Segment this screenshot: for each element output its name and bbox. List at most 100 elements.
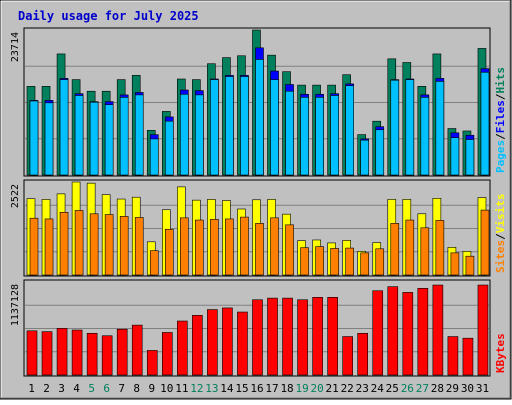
- bar-pages-8: [134, 94, 144, 176]
- x-tick-label-12: 12: [190, 382, 203, 395]
- legend-visits: Sites/Visits: [494, 194, 507, 274]
- legend-entry-files: Files: [494, 100, 507, 133]
- x-tick-label-9: 9: [148, 382, 155, 395]
- chart-title: Daily usage for July 2025: [18, 9, 199, 23]
- legend-entry-visits: Visits: [494, 194, 507, 234]
- bar-sites-11: [180, 217, 189, 276]
- x-tick-label-28: 28: [431, 382, 444, 395]
- bar-sites-30: [465, 255, 475, 276]
- legend-separator: /: [494, 93, 507, 100]
- bar-kbytes-12: [192, 314, 203, 376]
- bar-sites-22: [345, 247, 354, 276]
- bar-sites-25: [390, 223, 400, 276]
- bar-kbytes-31: [477, 284, 489, 376]
- bar-pages-23: [360, 139, 370, 176]
- bar-kbytes-27: [417, 288, 429, 376]
- legend-kbytes: KBytes: [494, 333, 507, 373]
- bar-kbytes-11: [177, 320, 188, 376]
- bar-sites-20: [315, 246, 324, 276]
- bar-pages-2: [44, 102, 54, 176]
- bar-pages-19: [300, 97, 309, 176]
- bar-sites-26: [405, 219, 415, 276]
- legend-separator: /: [494, 133, 507, 140]
- legend-entry-sites: Sites: [494, 240, 507, 273]
- bar-pages-26: [405, 79, 415, 176]
- bar-sites-16: [255, 223, 264, 276]
- bar-pages-16: [255, 59, 264, 176]
- x-tick-label-11: 11: [175, 382, 188, 395]
- bar-kbytes-7: [116, 328, 128, 376]
- bar-kbytes-20: [312, 297, 323, 376]
- x-tick-label-2: 2: [43, 382, 50, 395]
- bar-pages-12: [195, 94, 204, 176]
- ymax-label-kbytes: 1137128: [10, 284, 21, 326]
- bar-kbytes-16: [252, 299, 263, 376]
- bar-pages-22: [345, 85, 354, 176]
- x-tick-label-29: 29: [446, 382, 459, 395]
- x-tick-label-30: 30: [461, 382, 474, 395]
- bar-sites-7: [119, 216, 129, 276]
- bar-kbytes-18: [282, 297, 293, 376]
- bar-sites-12: [195, 219, 204, 276]
- bar-pages-18: [285, 90, 294, 176]
- bar-sites-19: [300, 247, 309, 276]
- legend-usage: Pages/Files/Hits: [494, 67, 507, 173]
- bar-sites-10: [164, 228, 174, 276]
- bar-pages-10: [164, 120, 174, 176]
- bar-pages-29: [450, 137, 460, 176]
- bar-kbytes-26: [402, 292, 414, 376]
- bar-sites-14: [225, 218, 234, 276]
- bar-kbytes-23: [357, 332, 369, 376]
- x-tick-label-25: 25: [386, 382, 399, 395]
- bar-pages-28: [435, 81, 445, 176]
- x-tick-label-18: 18: [280, 382, 293, 395]
- x-tick-label-20: 20: [311, 382, 324, 395]
- bar-kbytes-13: [207, 309, 218, 376]
- bar-pages-31: [480, 71, 490, 176]
- bar-pages-13: [210, 79, 219, 176]
- bar-pages-27: [420, 97, 430, 176]
- x-tick-label-5: 5: [88, 382, 95, 395]
- ymax-label-visits: 2522: [10, 184, 21, 208]
- bar-sites-17: [270, 217, 279, 276]
- bar-kbytes-4: [71, 329, 83, 376]
- bar-sites-21: [330, 248, 339, 276]
- bar-kbytes-22: [342, 336, 353, 376]
- x-tick-label-3: 3: [58, 382, 65, 395]
- x-tick-label-15: 15: [235, 382, 248, 395]
- bar-pages-7: [119, 97, 129, 176]
- bar-sites-8: [134, 217, 144, 276]
- bar-pages-20: [315, 97, 324, 176]
- x-tick-label-13: 13: [205, 382, 218, 395]
- bar-kbytes-15: [237, 311, 248, 376]
- bar-sites-28: [435, 220, 445, 276]
- bar-sites-3: [59, 212, 69, 276]
- bar-kbytes-17: [267, 297, 278, 376]
- x-tick-label-6: 6: [103, 382, 110, 395]
- bar-sites-24: [375, 248, 385, 276]
- legend-entry-kbytes: KBytes: [494, 333, 507, 373]
- x-tick-label-24: 24: [371, 382, 385, 395]
- bar-sites-13: [210, 219, 219, 276]
- bar-sites-29: [450, 252, 460, 276]
- bar-pages-14: [225, 76, 234, 176]
- bar-kbytes-2: [41, 331, 53, 376]
- x-tick-label-22: 22: [341, 382, 354, 395]
- bar-pages-15: [240, 76, 249, 176]
- bar-kbytes-3: [56, 328, 68, 376]
- legend-entry-pages: Pages: [494, 140, 507, 173]
- x-tick-label-19: 19: [295, 382, 308, 395]
- bar-kbytes-5: [86, 332, 98, 376]
- bar-kbytes-25: [387, 286, 399, 376]
- bar-sites-18: [285, 224, 294, 276]
- bar-pages-4: [74, 95, 84, 176]
- bar-pages-6: [104, 104, 114, 176]
- x-tick-label-8: 8: [133, 382, 140, 395]
- bar-sites-1: [29, 217, 39, 276]
- bar-pages-17: [270, 79, 279, 176]
- x-tick-label-17: 17: [265, 382, 278, 395]
- bar-pages-1: [29, 100, 39, 176]
- x-tick-label-31: 31: [476, 382, 489, 395]
- legend-entry-hits: Hits: [494, 67, 507, 94]
